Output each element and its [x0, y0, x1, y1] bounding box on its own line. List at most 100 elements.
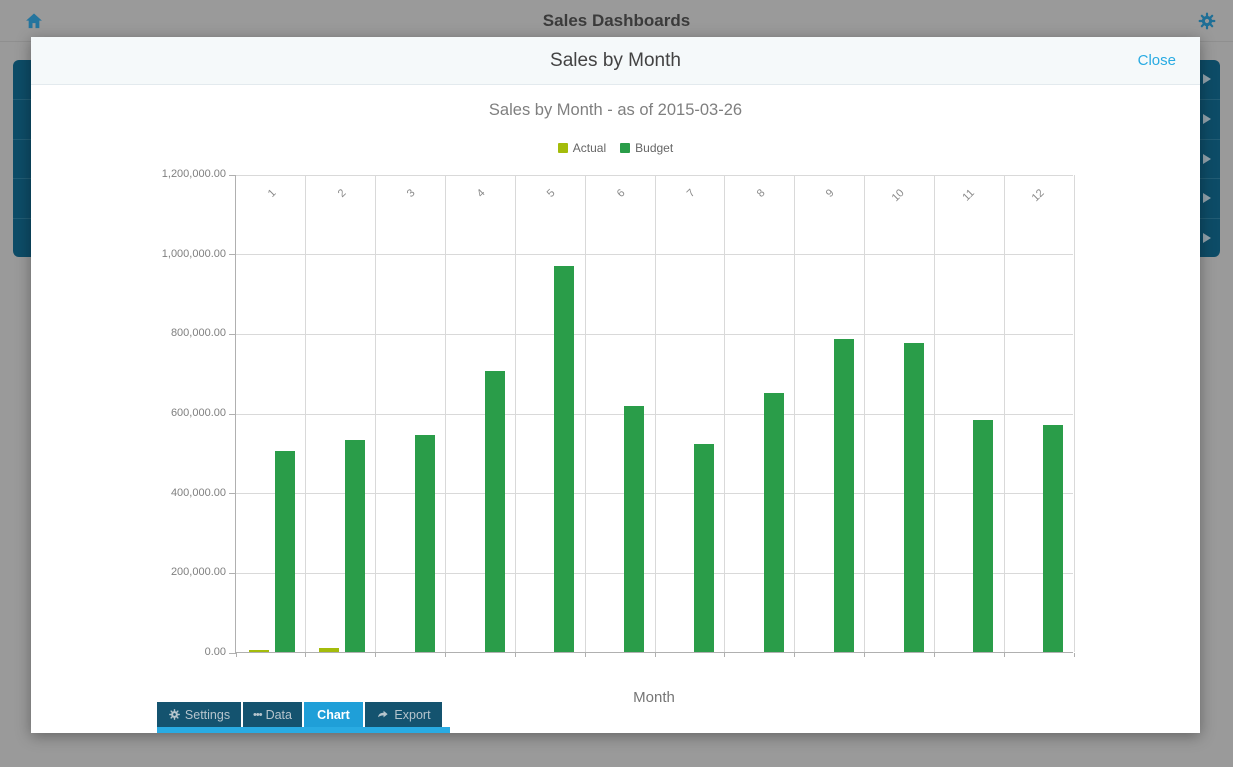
tab-export[interactable]: Export	[365, 702, 442, 727]
x-axis-title: Month	[633, 689, 675, 706]
v-gridline	[794, 175, 796, 652]
chart-title: Sales by Month - as of 2015-03-26	[488, 101, 743, 119]
x-tick-mark	[1073, 653, 1075, 657]
v-gridline	[724, 175, 726, 652]
tab-label: Data	[265, 707, 292, 722]
tab-data[interactable]: ••• Data	[243, 702, 302, 727]
budget-bar-month-7[interactable]	[694, 443, 714, 652]
x-tick-mark	[864, 653, 865, 657]
chart-tab-bar: Settings ••• Data Chart Export	[157, 702, 442, 727]
legend-item-actual[interactable]: Actual	[557, 141, 607, 155]
v-gridline	[864, 175, 865, 652]
x-axis-label: 3	[405, 187, 419, 200]
budget-bar-month-6[interactable]	[624, 405, 645, 652]
x-tick-mark	[235, 653, 237, 657]
modal-header: Sales by Month Close	[31, 37, 1200, 85]
x-axis-label: 11	[960, 187, 977, 204]
dashboard-list-item[interactable]	[13, 60, 1220, 99]
v-gridline	[933, 175, 935, 652]
budget-bar-month-8[interactable]	[763, 393, 784, 652]
legend-label: Actual	[572, 141, 607, 155]
app-title: Sales Dashboards	[542, 11, 691, 30]
x-tick-mark	[654, 653, 656, 657]
y-axis-label: 800,000.00	[170, 327, 226, 340]
budget-bar-month-5[interactable]	[554, 265, 575, 652]
active-tab-strip	[157, 727, 450, 733]
tab-label: Export	[394, 707, 431, 722]
x-tick-mark	[514, 653, 516, 657]
top-bar: Sales Dashboards	[0, 0, 1233, 42]
chevron-right-icon	[1203, 153, 1211, 164]
budget-bar-month-10[interactable]	[903, 342, 924, 652]
actual-bar-month-2[interactable]	[318, 647, 339, 652]
budget-bar-month-12[interactable]	[1043, 424, 1064, 652]
chevron-right-icon	[1203, 232, 1211, 243]
plot-area: 0.00 200,000.00 400,000.00 600,000.00 800,00…	[162, 168, 1075, 658]
x-tick-mark	[375, 653, 377, 657]
x-tick-mark	[584, 653, 586, 657]
x-tick-mark	[724, 653, 726, 657]
x-axis-label: 8	[754, 187, 768, 200]
budget-bar-month-11[interactable]	[973, 420, 994, 652]
budget-bar-month-1[interactable]	[275, 450, 295, 652]
x-axis-label: 7	[684, 187, 698, 200]
chevron-right-icon	[1203, 74, 1211, 84]
x-tick-mark	[445, 653, 446, 657]
tab-label: Settings	[184, 707, 231, 722]
budget-bar-month-3[interactable]	[414, 434, 435, 652]
x-axis-label: 10	[889, 187, 907, 205]
x-axis-label: 9	[824, 187, 838, 200]
v-gridline	[654, 175, 656, 652]
v-gridline	[1073, 175, 1075, 652]
y-tick-mark	[229, 254, 236, 256]
share-icon	[376, 708, 390, 721]
gear-icon[interactable]	[1197, 11, 1217, 31]
modal-title: Sales by Month	[550, 50, 681, 71]
legend-label: Budget	[635, 141, 674, 155]
budget-bar-month-4[interactable]	[484, 370, 505, 652]
v-gridline	[514, 175, 516, 652]
x-axis-label: 2	[335, 187, 349, 200]
x-tick-mark	[305, 653, 307, 657]
sales-by-month-modal: Sales by Month Close Sales by Month - as…	[31, 37, 1200, 733]
home-icon[interactable]	[24, 11, 44, 31]
actual-bar-month-1[interactable]	[249, 649, 269, 652]
x-axis-label: 12	[1029, 187, 1047, 205]
y-axis-label: 0.00	[204, 646, 226, 658]
x-axis-label: 5	[544, 187, 558, 200]
gear-icon	[168, 708, 181, 721]
y-tick-mark	[229, 493, 236, 495]
tab-chart[interactable]: Chart	[304, 702, 363, 727]
y-tick-mark	[229, 333, 236, 335]
x-axis-label: 4	[475, 187, 488, 200]
y-tick-mark	[229, 572, 236, 574]
x-axis-label: 6	[614, 187, 628, 200]
x-axis-label: 1	[265, 187, 279, 200]
chevron-right-icon	[1203, 193, 1211, 204]
y-axis-label: 200,000.00	[170, 566, 226, 579]
chart-legend: Actual Budget	[31, 141, 1200, 155]
x-tick-mark	[1003, 653, 1005, 657]
tab-settings[interactable]: Settings	[157, 702, 241, 727]
legend-item-budget[interactable]: Budget	[620, 141, 673, 155]
budget-bar-month-2[interactable]	[344, 440, 365, 652]
legend-swatch	[620, 143, 631, 153]
chevron-right-icon	[1203, 114, 1211, 125]
v-gridline	[584, 175, 586, 652]
y-axis-label: 1,200,000.00	[161, 168, 226, 180]
budget-bar-month-9[interactable]	[833, 338, 854, 652]
x-tick-mark	[933, 653, 935, 657]
y-axis-label: 600,000.00	[170, 407, 226, 419]
close-button[interactable]: Close	[1137, 52, 1176, 69]
tab-label: Chart	[317, 707, 350, 722]
v-gridline	[305, 175, 307, 652]
v-gridline	[1003, 175, 1005, 652]
v-gridline	[445, 175, 446, 652]
y-tick-mark	[229, 174, 236, 176]
x-tick-mark	[794, 653, 796, 657]
y-axis-label: 1,000,000.00	[161, 247, 226, 260]
legend-swatch	[557, 143, 568, 153]
v-gridline	[375, 175, 377, 652]
y-tick-mark	[229, 652, 236, 654]
y-tick-mark	[229, 413, 236, 415]
